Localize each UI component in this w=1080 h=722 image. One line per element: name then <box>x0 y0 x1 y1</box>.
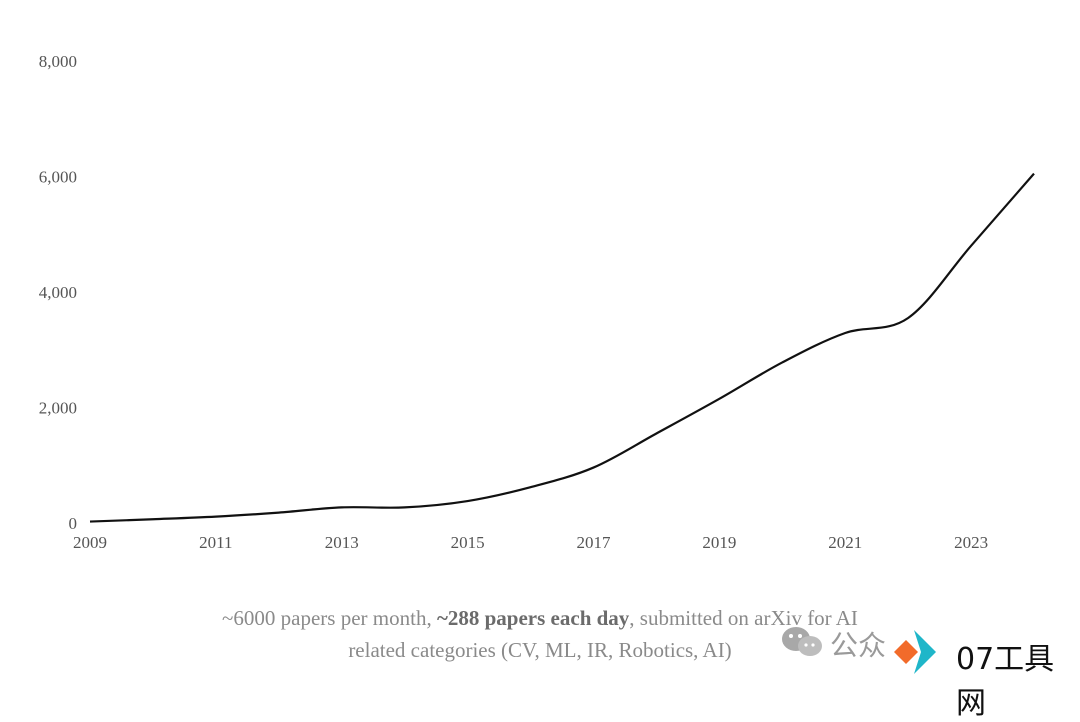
site-name: 07工具网 <box>956 642 1055 721</box>
y-tick-label: 2,000 <box>39 399 77 418</box>
series-line <box>89 172 1035 523</box>
caption-line1-bold: ~288 papers each day <box>436 606 630 630</box>
y-tick-label: 8,000 <box>39 52 77 71</box>
x-tick-label: 2023 <box>954 533 988 552</box>
x-tick-label: 2017 <box>576 533 611 552</box>
caption-line1-part1: ~6000 papers per month, <box>222 606 437 630</box>
x-tick-label: 2013 <box>325 533 359 552</box>
x-tick-label: 2021 <box>828 533 862 552</box>
y-tick-label: 0 <box>69 514 78 533</box>
site-logo-icon <box>894 630 936 674</box>
x-axis-ticks: 2009 2011 2013 2015 2017 2019 2021 2023 <box>73 533 988 552</box>
site-watermark-badge: 07工具网 <box>886 616 1080 721</box>
y-axis-ticks: 0 2,000 4,000 6,000 8,000 <box>39 52 77 533</box>
x-tick-label: 2009 <box>73 533 107 552</box>
y-tick-label: 4,000 <box>39 283 77 302</box>
watermark-text: 公众 <box>830 629 887 662</box>
y-tick-label: 6,000 <box>39 168 77 187</box>
x-tick-label: 2011 <box>199 533 232 552</box>
caption-line1-part3: , submitted on arXiv for AI <box>629 606 858 630</box>
x-tick-label: 2015 <box>451 533 485 552</box>
caption-line2: related categories (CV, ML, IR, Robotics… <box>348 638 732 662</box>
series-group <box>89 172 1035 523</box>
chart-caption: ~6000 papers per month, ~288 papers each… <box>140 602 940 666</box>
wechat-icon <box>782 627 822 656</box>
x-tick-label: 2019 <box>702 533 736 552</box>
